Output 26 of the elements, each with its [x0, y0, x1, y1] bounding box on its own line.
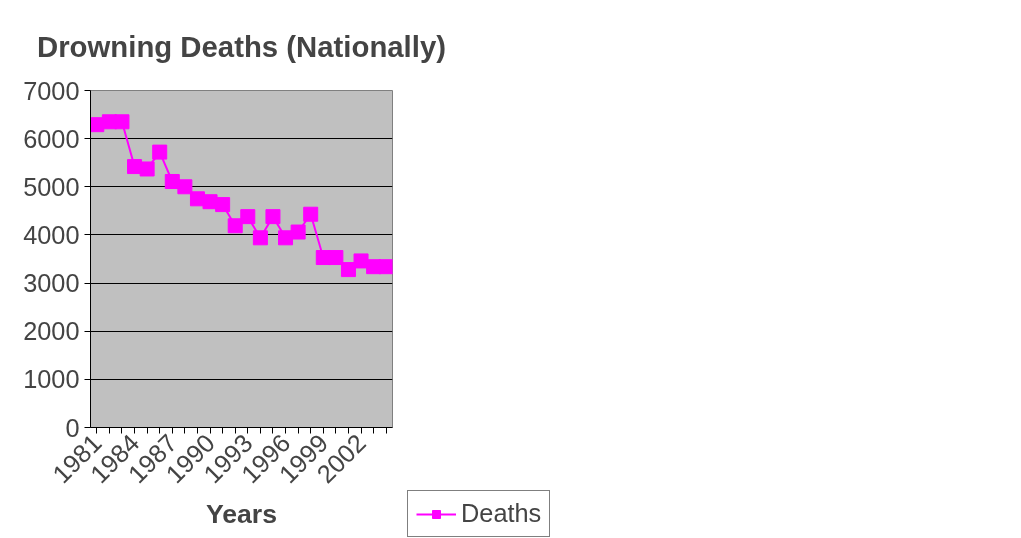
y-tick-label: 5000 — [23, 172, 80, 201]
point — [240, 209, 256, 225]
point — [177, 179, 193, 195]
point — [139, 161, 155, 177]
y-tick-label: 7000 — [23, 76, 80, 105]
x-axis-title: Years — [205, 499, 278, 530]
y-tick-label: 3000 — [23, 269, 80, 298]
point — [215, 197, 231, 213]
point — [290, 224, 306, 240]
point — [252, 230, 268, 246]
y-tick-label: 0 — [65, 413, 80, 442]
chart-title: Drowning Deaths (Nationally) — [37, 30, 446, 63]
point — [152, 144, 168, 160]
y-tick-label: 1000 — [23, 365, 80, 394]
legend-label: Deaths — [461, 499, 542, 528]
point — [378, 259, 393, 275]
point — [353, 253, 369, 269]
point — [227, 218, 243, 234]
y-tick-label: 4000 — [23, 220, 80, 249]
point — [114, 114, 130, 130]
point — [328, 250, 344, 266]
y-tick-label: 6000 — [23, 124, 80, 153]
y-tick-label: 2000 — [23, 317, 80, 346]
point — [265, 209, 281, 225]
point — [340, 262, 356, 278]
point — [303, 206, 319, 222]
